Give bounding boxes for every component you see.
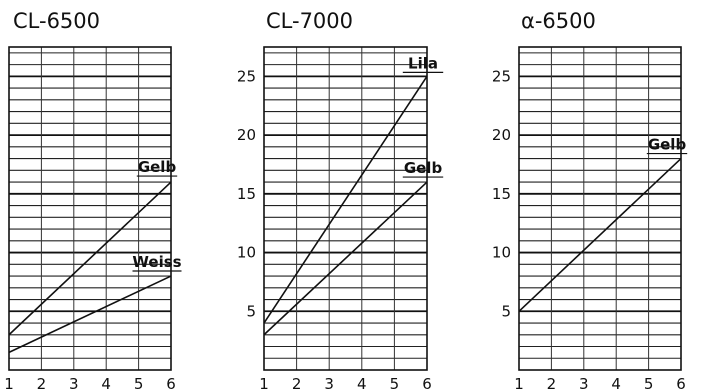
x-tick-label: 5 xyxy=(390,375,400,392)
series-line-gelb xyxy=(518,157,682,312)
x-tick-label: 3 xyxy=(324,375,334,392)
series-label-gelb: Gelb xyxy=(648,136,687,154)
chart-panel-2: CL-7000 5 10 15 20 25 1 2 3 4 5 6 Lila Gelb xyxy=(237,9,444,392)
chart-title: CL-7000 xyxy=(266,9,353,33)
x-tick-label: 5 xyxy=(134,375,144,392)
plot-frame xyxy=(8,46,172,371)
series-label-gelb: Gelb xyxy=(138,158,177,176)
series-line-gelb xyxy=(8,181,172,336)
x-tick-label: 6 xyxy=(166,375,176,392)
series-label-gelb: Gelb xyxy=(404,159,443,177)
series-line-lila xyxy=(263,75,428,324)
x-tick-label: 6 xyxy=(676,375,686,392)
y-tick-label: 5 xyxy=(501,302,511,320)
x-tick-label: 2 xyxy=(292,375,302,392)
plot-frame xyxy=(263,46,428,371)
y-tick-label: 10 xyxy=(492,244,511,262)
x-tick-label: 2 xyxy=(37,375,47,392)
x-tick-label: 6 xyxy=(422,375,432,392)
y-tick-label: 15 xyxy=(492,185,511,203)
chart-title: α-6500 xyxy=(521,9,596,33)
y-tick-label: 5 xyxy=(246,302,256,320)
series-label-weiss: Weiss xyxy=(132,253,181,271)
chart-panel-3: α-6500 5 10 15 20 25 1 2 3 4 5 6 Gelb xyxy=(492,9,688,392)
x-tick-label: 4 xyxy=(101,375,111,392)
plot-frame xyxy=(518,46,682,371)
y-tick-label: 15 xyxy=(237,185,256,203)
chart-panel-1: CL-6500510152025123456GelbWeiss xyxy=(4,9,181,392)
chart-title: CL-6500 xyxy=(13,9,100,33)
y-tick-label: 20 xyxy=(492,126,511,144)
x-tick-label: 1 xyxy=(259,375,269,392)
x-tick-label: 4 xyxy=(357,375,367,392)
x-tick-label: 5 xyxy=(644,375,654,392)
x-tick-label: 3 xyxy=(579,375,589,392)
x-tick-label: 1 xyxy=(4,375,14,392)
y-tick-label: 25 xyxy=(492,67,511,85)
y-tick-label: 10 xyxy=(237,244,256,262)
x-tick-label: 2 xyxy=(547,375,557,392)
series-line-weiss xyxy=(8,275,172,354)
y-tick-label: 20 xyxy=(237,126,256,144)
y-tick-label: 25 xyxy=(237,67,256,85)
series-label-lila: Lila xyxy=(408,54,438,72)
x-tick-label: 4 xyxy=(611,375,621,392)
series-line-gelb xyxy=(263,181,428,336)
x-tick-label: 1 xyxy=(514,375,524,392)
x-tick-label: 3 xyxy=(69,375,79,392)
